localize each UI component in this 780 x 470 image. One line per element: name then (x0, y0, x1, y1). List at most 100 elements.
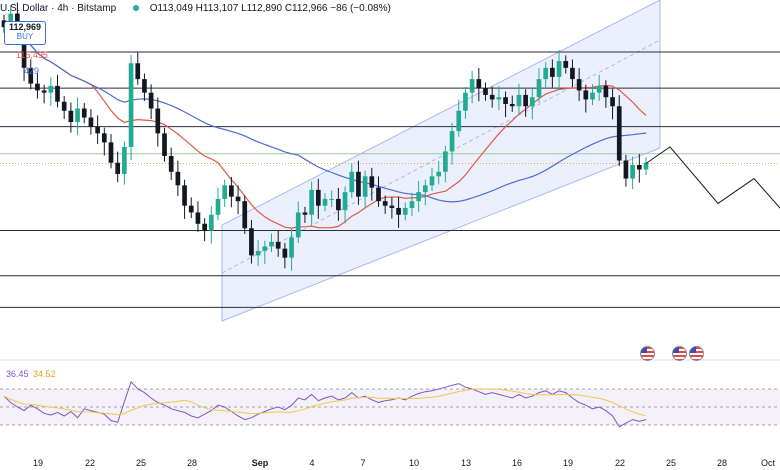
symbol-label: U.S. Dollar · 4h · Bitstamp (0, 3, 117, 14)
candle-body (396, 207, 401, 215)
candle (396, 196, 401, 228)
candle (496, 86, 502, 111)
candle (489, 86, 495, 108)
buy-label: BUY (16, 32, 34, 41)
candle-body (456, 110, 462, 132)
candle-body (509, 103, 515, 107)
candle-body (242, 201, 248, 229)
candle-body (496, 97, 502, 100)
candle (476, 68, 482, 102)
candle (382, 195, 388, 214)
candle-body (336, 198, 341, 211)
candle (436, 160, 442, 185)
candle-body (255, 250, 261, 256)
x-tick-label: 10 (409, 458, 419, 468)
candle-body (55, 85, 60, 102)
candle-body (122, 146, 127, 175)
candle (402, 202, 408, 221)
rsi-ma-line (3, 388, 647, 417)
candle-body (188, 205, 194, 213)
candle-body (356, 171, 361, 197)
candle-body (235, 196, 241, 202)
candle (509, 95, 515, 112)
us-flag-event-icon[interactable] (689, 346, 704, 361)
candle (623, 154, 629, 187)
candle-body (101, 133, 107, 143)
candle (215, 187, 221, 221)
candle-body (422, 185, 428, 193)
candle-body (362, 176, 368, 197)
candle-body (302, 212, 308, 215)
candle-body (402, 207, 408, 215)
candle-body (115, 162, 121, 175)
candle-body (596, 85, 602, 93)
candle-body (342, 192, 348, 211)
x-tick-label: 28 (187, 458, 197, 468)
candle (449, 122, 455, 165)
candle (88, 109, 94, 135)
candle (262, 240, 268, 264)
rsi-line (3, 380, 647, 428)
candle (503, 91, 508, 118)
candle-body (529, 97, 535, 107)
candle-body (516, 94, 522, 107)
candle (590, 84, 595, 106)
candle (41, 84, 47, 104)
candle (456, 99, 462, 137)
candle (550, 59, 555, 88)
candle-body (269, 241, 274, 247)
candle-body (68, 110, 74, 123)
candle (68, 102, 74, 133)
candle-body (262, 246, 268, 251)
x-tick-label: Oct (761, 458, 776, 468)
candle-body (376, 187, 381, 202)
candle-body (108, 142, 114, 163)
candle-body (1, 20, 7, 28)
candle (422, 179, 428, 206)
candle (255, 239, 261, 267)
candle (188, 197, 194, 219)
candle-body (476, 79, 482, 89)
candle (376, 176, 381, 207)
candle-body (182, 185, 187, 206)
candle (329, 190, 335, 208)
candle-body (616, 106, 622, 161)
candle-body (135, 63, 141, 80)
candle-body (563, 61, 569, 68)
candle-body (603, 85, 609, 98)
buy-button[interactable]: 112,969 BUY (4, 21, 46, 45)
candle-body (229, 185, 234, 197)
candle (35, 72, 40, 99)
candle-body (21, 33, 27, 68)
candle (603, 80, 609, 108)
candle (630, 156, 635, 190)
candle-body (195, 212, 201, 224)
candle (536, 68, 542, 103)
candle (142, 73, 147, 101)
candle (416, 181, 421, 212)
price-badge: 112,969 (8, 22, 42, 32)
ma-red-value: 115,495 (16, 50, 48, 60)
candle-body (436, 171, 442, 177)
ma-blue-value: 429 (24, 66, 40, 76)
candle (469, 70, 475, 104)
x-tick-label: 25 (136, 458, 146, 468)
candle-body (28, 67, 34, 84)
candle (155, 97, 161, 147)
candle-body (295, 212, 301, 238)
candle-body (409, 201, 415, 208)
candle (342, 186, 348, 224)
candle-body (128, 63, 134, 147)
candle (556, 49, 562, 90)
candle-body (610, 97, 615, 107)
market-status-icon (132, 4, 139, 11)
candle-body (469, 79, 475, 93)
candle (543, 62, 549, 88)
us-flag-event-icon[interactable] (640, 346, 655, 361)
candle-body (550, 67, 555, 77)
candle (570, 59, 575, 88)
us-flag-event-icon[interactable] (672, 346, 687, 361)
candle (269, 233, 274, 253)
candle (128, 54, 134, 161)
